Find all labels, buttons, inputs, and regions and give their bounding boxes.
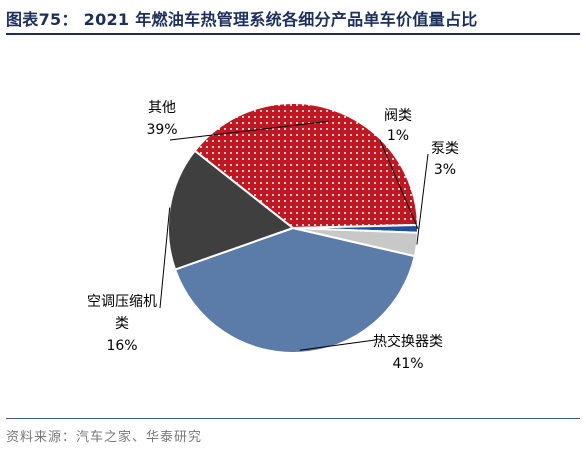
label-qita-value: 39% [146, 122, 177, 138]
label-fa-name: 阀类 [384, 108, 412, 124]
leader-other [169, 120, 329, 141]
label-heat-exchanger-name: 热交换器类 [373, 333, 443, 350]
label-compressor-value: 16% [106, 338, 137, 354]
label-qita-name: 其他 [148, 100, 176, 116]
label-beng-value: 3% [434, 162, 456, 178]
slice-heat-exchanger [173, 226, 417, 354]
leader-heat-exchanger [299, 339, 376, 351]
leader-lines [159, 120, 429, 351]
slice-other [193, 102, 419, 230]
label-fa-value: 1% [387, 128, 409, 144]
slice-compressor [167, 149, 296, 271]
source-note: 资料来源：汽车之家、华泰研究 [6, 430, 203, 445]
label-heat-exchanger-value: 41% [392, 356, 423, 372]
title-rule [6, 33, 580, 35]
figure-title: 图表75： 2021 年燃油车热管理系统各细分产品单车价值量占比 [6, 10, 478, 29]
label-compressor-name-line2: 类 [115, 316, 129, 332]
leader-compressor [159, 207, 171, 309]
source-rule [6, 418, 580, 419]
label-beng-name: 泵类 [431, 141, 459, 157]
label-compressor-name-line1: 空调压缩机 [87, 294, 157, 310]
leader-pump [416, 153, 429, 245]
leader-valve [379, 139, 419, 230]
